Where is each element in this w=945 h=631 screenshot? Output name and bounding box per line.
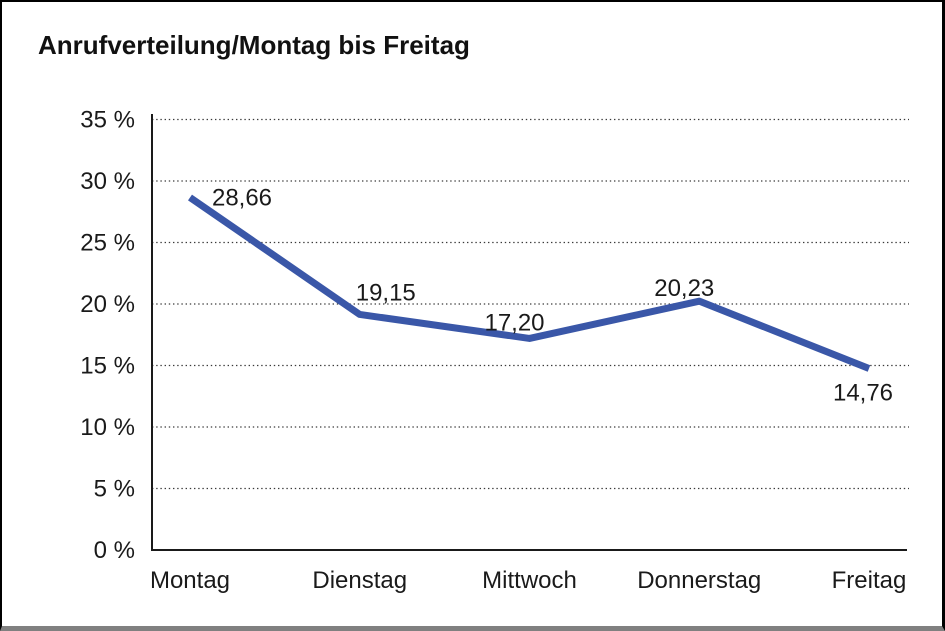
x-category-label: Freitag	[832, 567, 907, 594]
data-point-label: 17,20	[484, 309, 544, 336]
data-point-label: 20,23	[654, 275, 714, 302]
y-tick-label: 30 %	[80, 168, 135, 195]
y-tick-label: 35 %	[80, 107, 135, 134]
data-line	[188, 194, 871, 372]
data-point-label: 28,66	[212, 184, 272, 211]
data-point-label: 19,15	[356, 279, 416, 306]
y-tick-label: 20 %	[80, 291, 135, 318]
y-tick-label: 15 %	[80, 353, 135, 380]
y-tick-label: 25 %	[80, 230, 135, 257]
x-category-label: Mittwoch	[482, 567, 577, 594]
y-tick-label: 0 %	[94, 537, 135, 564]
y-tick-label: 10 %	[80, 414, 135, 441]
chart-title: Anrufverteilung/Montag bis Freitag	[38, 30, 470, 60]
y-tick-label: 5 %	[94, 476, 135, 503]
data-point-label: 14,76	[833, 379, 893, 406]
x-category-label: Montag	[150, 567, 230, 594]
x-category-label: Dienstag	[312, 567, 407, 594]
x-category-label: Donnerstag	[637, 567, 761, 594]
